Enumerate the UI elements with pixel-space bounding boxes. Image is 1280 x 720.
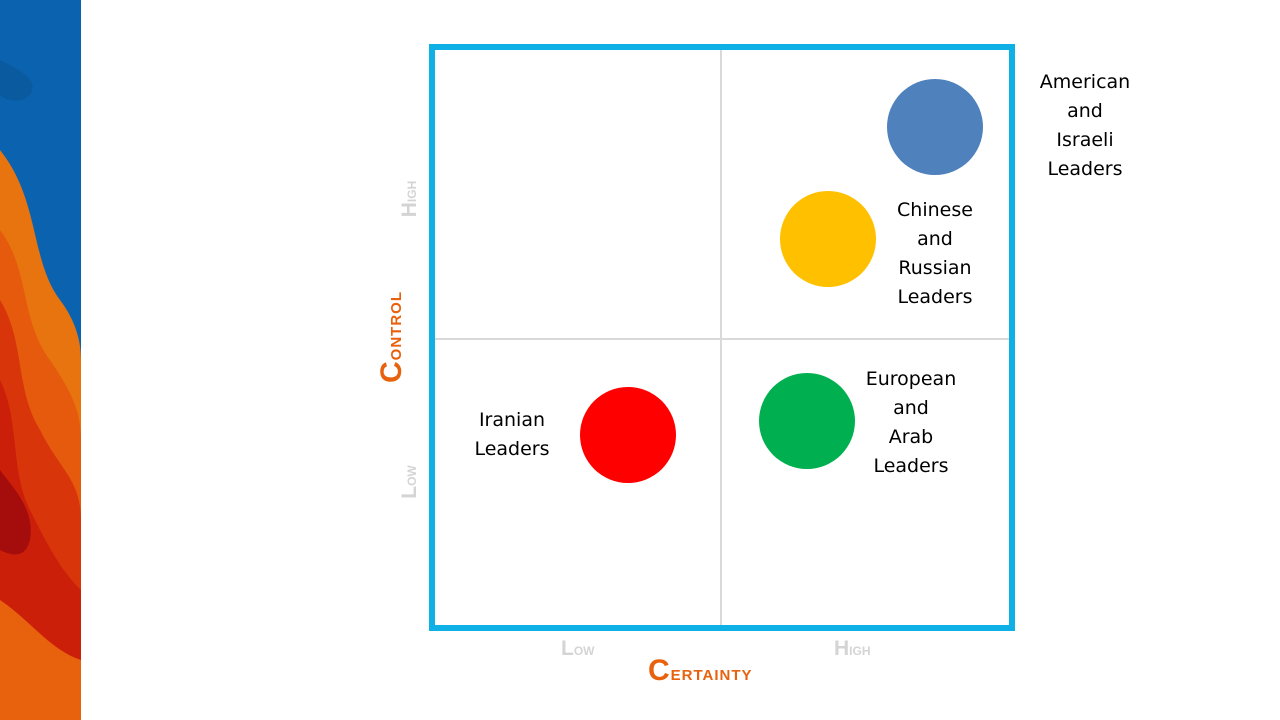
x-tick-high: High (834, 637, 871, 660)
american-israeli-bubble (887, 79, 983, 175)
iranian-bubble (580, 387, 676, 483)
european-arab-label: European and Arab Leaders (865, 368, 957, 477)
x-tick-low: Low (561, 637, 595, 660)
european-arab-bubble (759, 373, 855, 469)
chinese-russian-label: Chinese and Russian Leaders (897, 199, 973, 308)
american-israeli-label: American and Israeli Leaders (1039, 71, 1131, 180)
horizontal-divider (435, 338, 1009, 340)
y-tick-low: Low (398, 465, 421, 499)
vertical-divider (720, 50, 722, 625)
chinese-russian-bubble (780, 191, 876, 287)
iranian-label: Iranian Leaders (474, 409, 550, 460)
y-axis-title: Control (375, 291, 408, 383)
x-axis-title: Certainty (648, 654, 753, 687)
decorative-side-art (0, 0, 81, 720)
y-tick-high: High (398, 180, 421, 218)
